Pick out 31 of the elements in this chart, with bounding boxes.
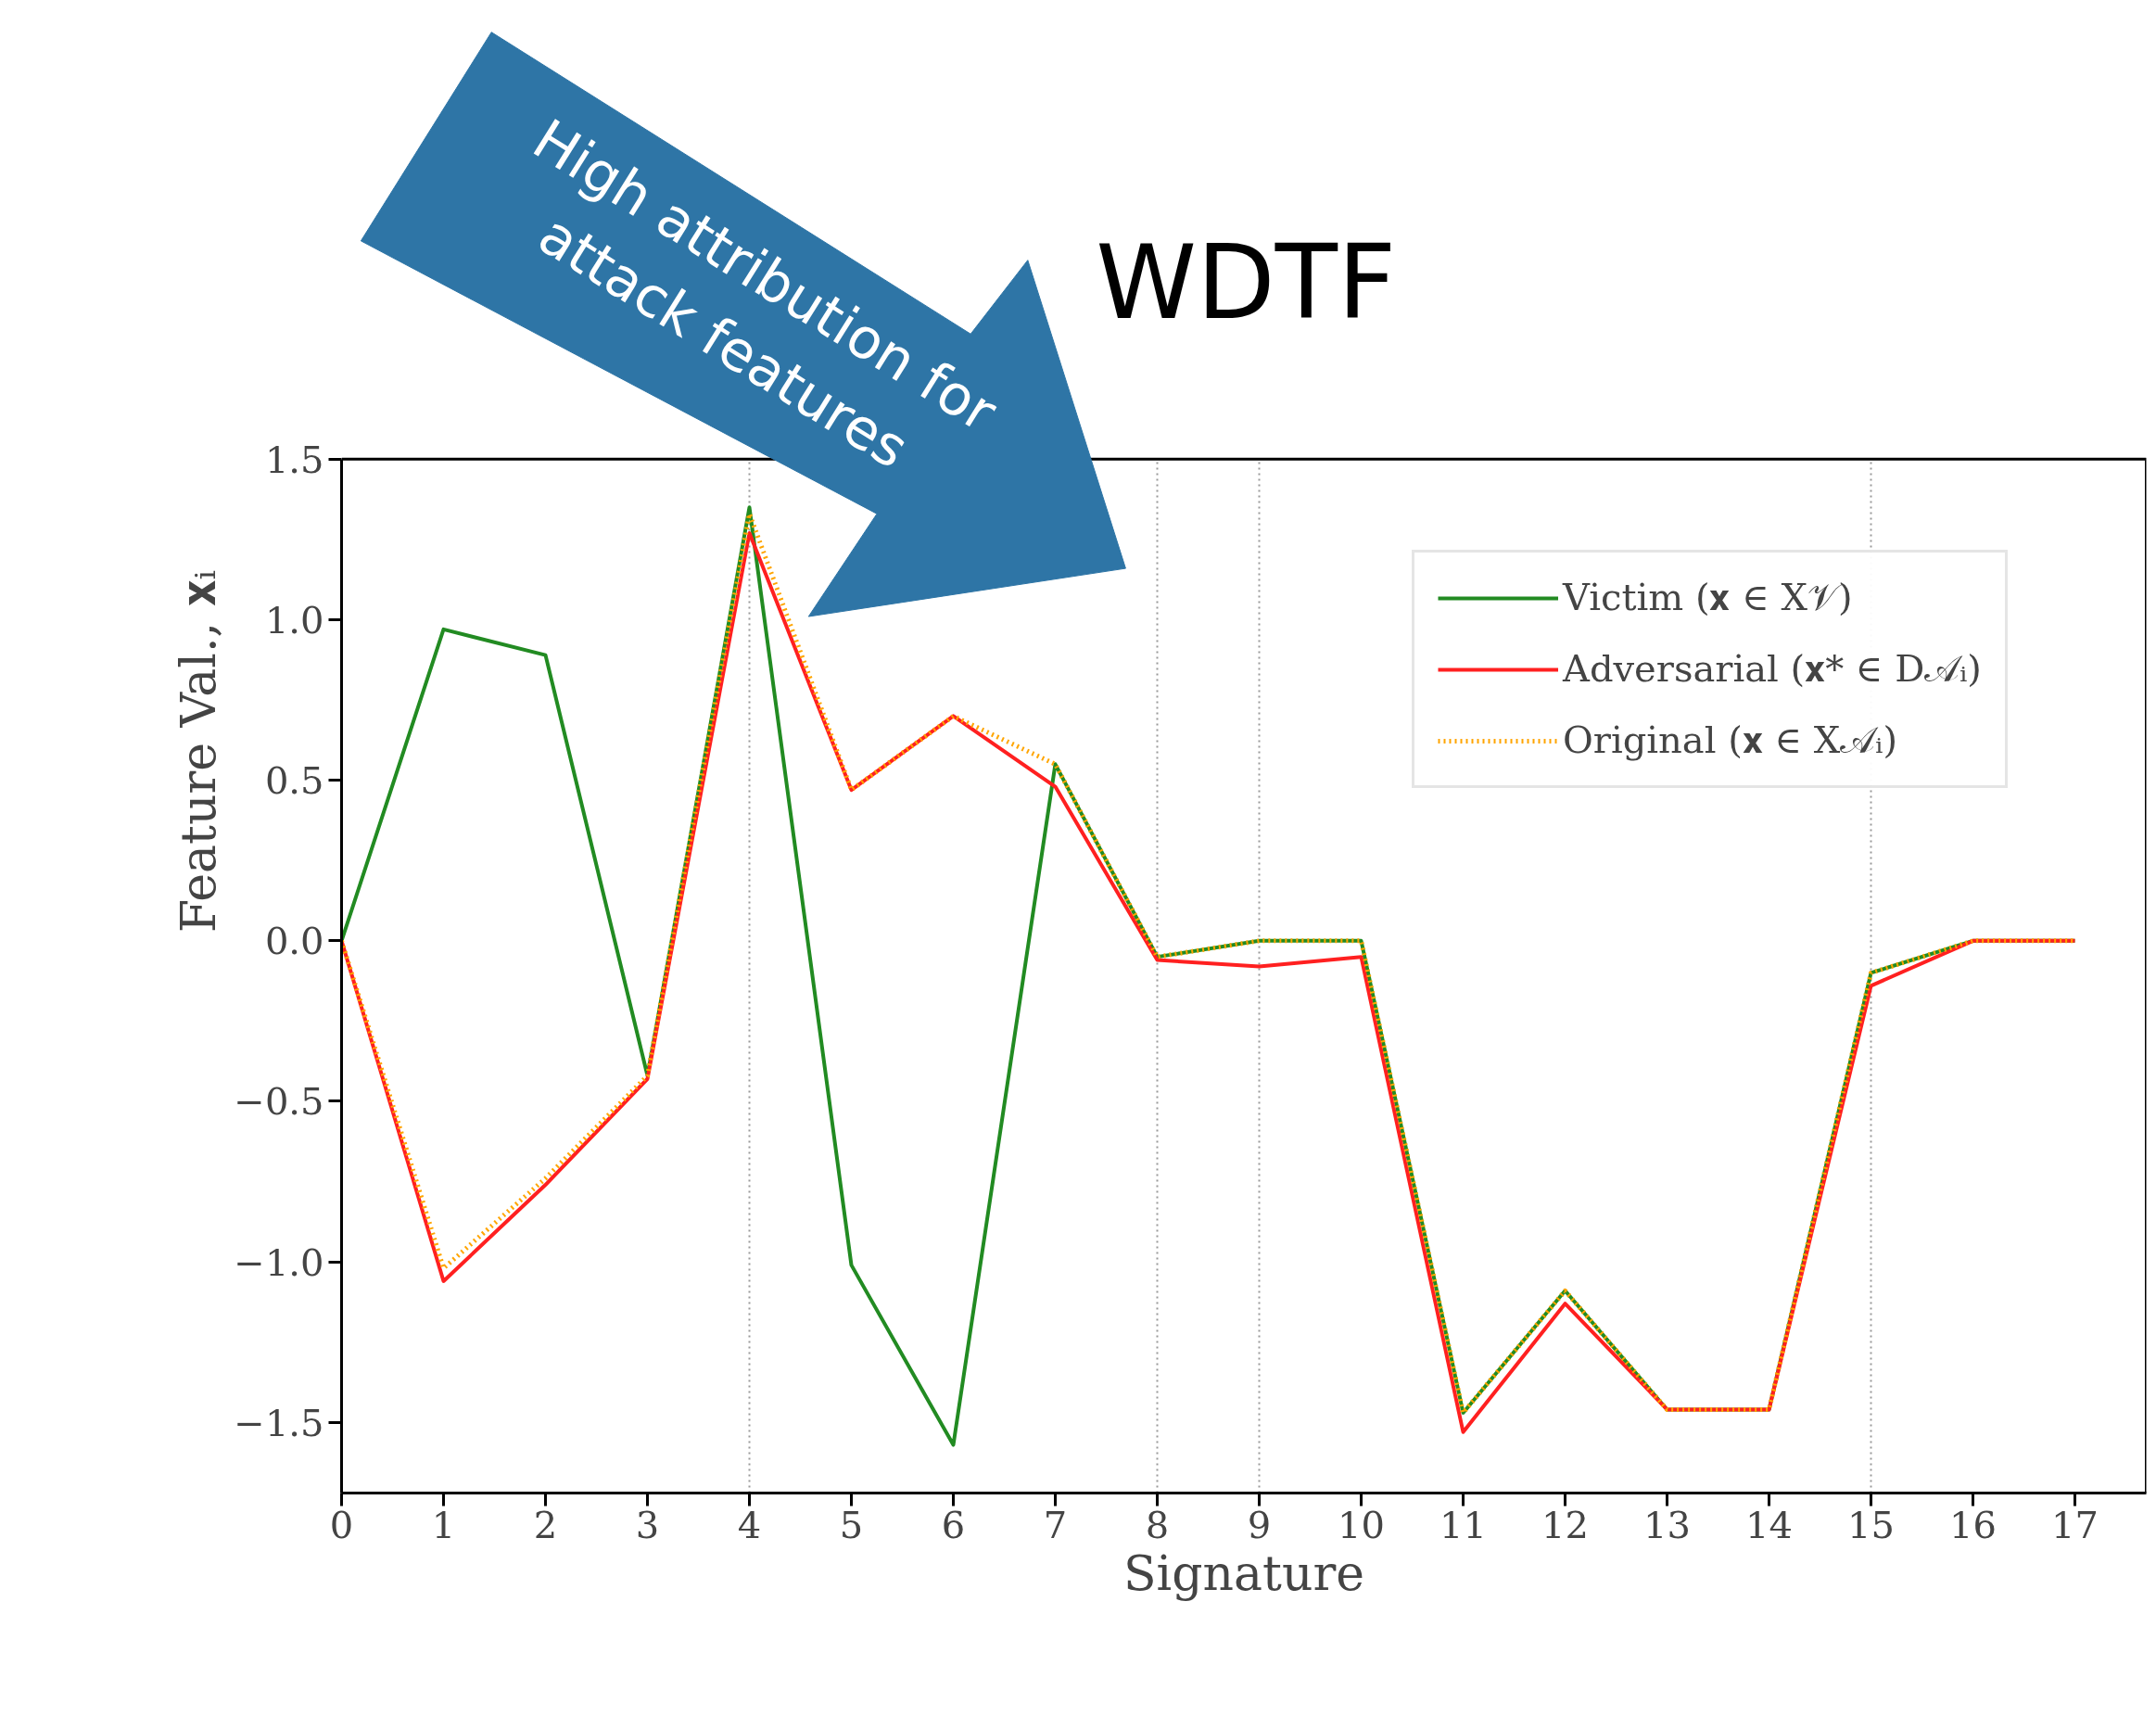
x-tick-label: 11 [1439,1503,1487,1546]
text: WDTF [1096,222,1397,342]
x-tick-label: 12 [1541,1503,1589,1546]
x-tick-label: 1 [431,1503,456,1546]
x-tick-label: 6 [941,1503,966,1546]
y-tick-label: −0.5 [234,1080,324,1124]
y-tick-label: 1.0 [264,599,324,642]
x-tick-label: 2 [533,1503,558,1546]
x-tick-label: 9 [1247,1503,1272,1546]
x-tick-label: 10 [1338,1503,1385,1546]
legend-label: Adversarial (𝐱* ∈ D𝒜ᵢ) [1563,647,1982,691]
x-tick-label: 7 [1043,1503,1068,1546]
x-tick-label: 17 [2051,1503,2099,1546]
legend-label: Victim (𝐱 ∈ X𝒱) [1563,576,1853,619]
x-tick-label: 13 [1643,1503,1691,1546]
y-tick-label: −1.0 [234,1240,324,1284]
y-tick-label: 0.5 [264,759,324,803]
x-tick-label: 4 [737,1503,762,1546]
x-tick-label: 5 [839,1503,864,1546]
x-tick-label: 8 [1145,1503,1170,1546]
x-tick-label: 0 [329,1503,354,1546]
x-tick-label: 16 [1949,1503,1997,1546]
y-tick-label: 1.5 [264,438,324,481]
x-tick-label: 15 [1847,1503,1895,1546]
x-axis-title: Signature [1122,1544,1365,1601]
y-tick-label: −1.5 [234,1401,324,1444]
y-tick-label: 0.0 [264,920,324,963]
x-tick-label: 14 [1745,1503,1793,1546]
legend-label: Original (𝐱 ∈ X𝒜ᵢ) [1563,718,1897,762]
y-axis-title: Feature Val., 𝐱ᵢ [171,569,227,934]
x-tick-label: 3 [635,1503,660,1546]
